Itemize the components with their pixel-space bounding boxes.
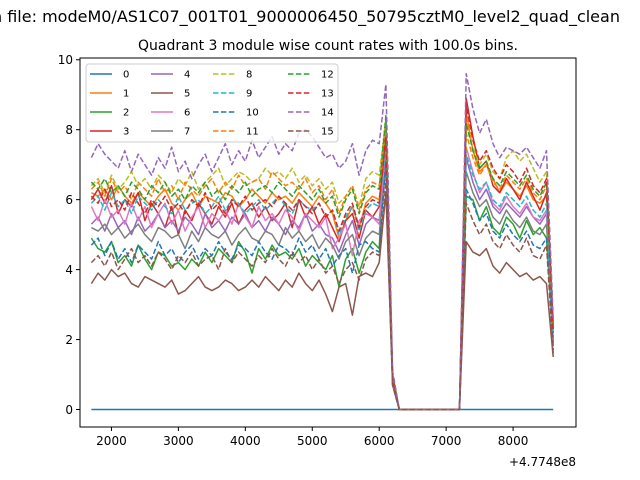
- y-tick-label: 10: [58, 53, 73, 67]
- x-axis-offset-label: +4.7748e8: [509, 455, 576, 469]
- series-line-12: [90, 114, 554, 411]
- legend-label-2: 2: [123, 108, 129, 119]
- legend-label-12: 12: [321, 70, 334, 81]
- y-tick-label: 2: [65, 333, 73, 347]
- legend-label-1: 1: [123, 89, 129, 100]
- series-line-11: [90, 125, 554, 411]
- series-line-5: [90, 191, 554, 411]
- legend-label-7: 7: [184, 127, 190, 138]
- figure-suptitle: n file: modeM0/AS1C07_001T01_9000006450_…: [0, 7, 620, 27]
- legend-label-8: 8: [246, 70, 252, 81]
- x-tick-label: 3000: [163, 434, 194, 448]
- series-line-13: [90, 104, 554, 411]
- x-tick-label: 5000: [297, 434, 328, 448]
- legend-label-3: 3: [123, 127, 129, 138]
- series-line-8: [90, 118, 554, 411]
- series-line-6: [90, 146, 554, 411]
- x-axis-ticks: 2000 3000 4000 5000 6000 7000 8000: [96, 427, 528, 448]
- x-tick-label: 2000: [96, 434, 127, 448]
- series-line-15: [90, 181, 554, 411]
- legend-label-14: 14: [321, 108, 334, 119]
- legend-label-0: 0: [123, 70, 129, 81]
- y-tick-label: 6: [65, 193, 73, 207]
- y-tick-label: 4: [65, 263, 73, 277]
- legend-label-11: 11: [246, 127, 259, 138]
- series-line-1: [91, 111, 554, 411]
- y-tick-label: 0: [65, 403, 73, 417]
- x-tick-label: 4000: [230, 434, 261, 448]
- x-tick-label: 6000: [364, 434, 395, 448]
- series-line-14: [90, 72, 554, 411]
- chart-title: Quadrant 3 module wise count rates with …: [138, 38, 518, 54]
- legend-label-9: 9: [246, 89, 252, 100]
- legend-label-10: 10: [246, 108, 259, 119]
- legend-label-6: 6: [184, 108, 190, 119]
- x-tick-label: 7000: [431, 434, 462, 448]
- plot-area-frame: [79, 57, 577, 428]
- legend-label-5: 5: [184, 89, 190, 100]
- x-tick-label: 8000: [498, 434, 529, 448]
- legend-label-4: 4: [184, 70, 190, 81]
- legend-box: [85, 63, 339, 143]
- y-axis-ticks: 0 2 4 6 8 10: [58, 53, 80, 417]
- series-line-7: [91, 163, 554, 411]
- legend-label-15: 15: [321, 127, 334, 138]
- legend-label-13: 13: [321, 89, 334, 100]
- series-layer: [90, 72, 554, 411]
- series-line-4: [90, 153, 554, 411]
- series-line-10: [90, 160, 554, 411]
- y-tick-label: 8: [65, 123, 73, 137]
